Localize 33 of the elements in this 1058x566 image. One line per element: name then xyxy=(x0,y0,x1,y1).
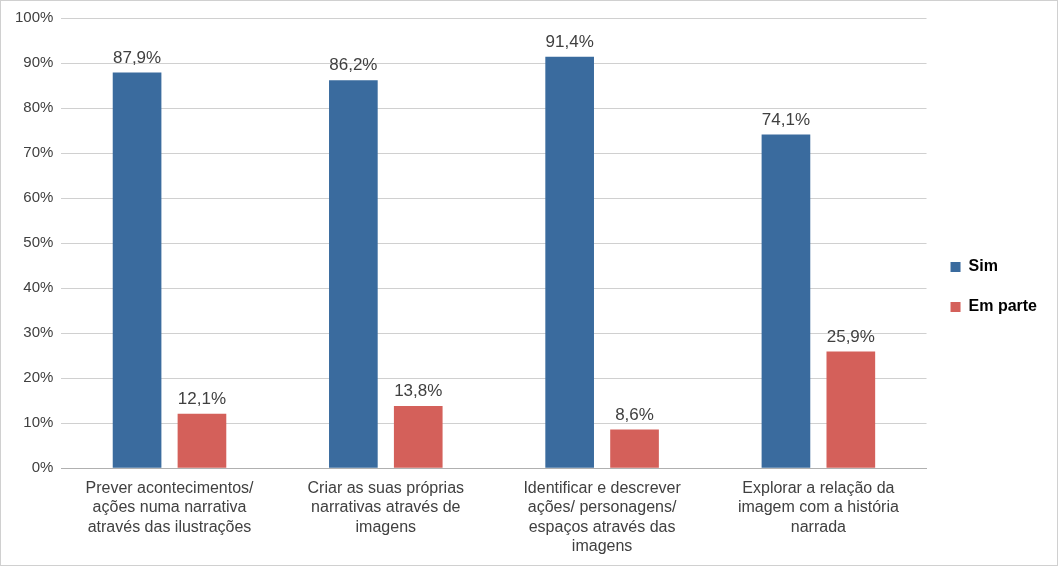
bar xyxy=(761,134,811,468)
bar xyxy=(610,429,659,468)
legend-label: Sim xyxy=(968,257,998,275)
bar xyxy=(329,80,378,468)
bar xyxy=(177,413,227,468)
y-tick-label: 70% xyxy=(23,143,54,161)
y-tick-label: 100% xyxy=(14,8,54,26)
y-tick-label: 50% xyxy=(23,233,54,251)
bar xyxy=(112,72,162,468)
data-label: 13,8% xyxy=(394,381,443,401)
y-tick-label: 40% xyxy=(23,278,54,296)
y-tick-label: 90% xyxy=(23,53,54,71)
y-tick-label: 10% xyxy=(23,413,54,431)
y-tick-label: 30% xyxy=(23,323,54,341)
bar xyxy=(545,56,594,468)
x-tick-label: Prever acontecimentos/ ações numa narrativa através das ilustrações xyxy=(85,479,255,535)
x-tick-label: Criar as suas próprias narrativas através de imagens xyxy=(307,479,465,535)
data-label: 8,6% xyxy=(615,404,654,424)
data-label: 91,4% xyxy=(545,31,594,51)
data-label: 74,1% xyxy=(761,109,811,129)
x-tick-label: Identificar e descrever ações/ personagens/ espaços através das imagens xyxy=(523,479,682,554)
y-tick-label: 60% xyxy=(23,188,54,206)
bar xyxy=(826,351,876,468)
data-label: 25,9% xyxy=(826,326,875,346)
legend-label: Em parte xyxy=(968,297,1038,315)
data-label: 86,2% xyxy=(329,55,378,75)
y-tick-label: 20% xyxy=(23,368,54,386)
y-tick-label: 0% xyxy=(31,458,54,476)
data-label: 12,1% xyxy=(177,388,227,408)
data-label: 87,9% xyxy=(112,47,162,67)
y-tick-label: 80% xyxy=(23,98,54,116)
x-tick-label: Explorar a relação da imagem com a história narrada xyxy=(737,479,899,535)
bar xyxy=(393,406,443,468)
